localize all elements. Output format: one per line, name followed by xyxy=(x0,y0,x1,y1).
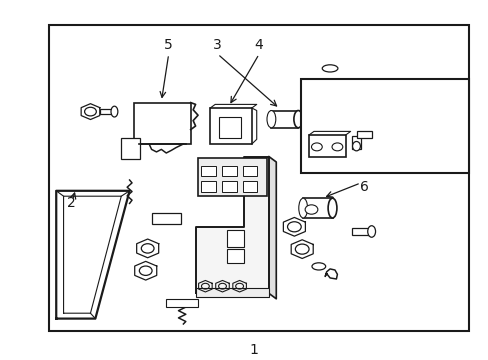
Bar xyxy=(166,299,198,307)
Bar xyxy=(100,109,114,114)
Bar xyxy=(198,158,266,196)
Text: 3: 3 xyxy=(213,38,222,52)
Bar xyxy=(356,131,371,138)
Bar xyxy=(201,181,216,192)
Ellipse shape xyxy=(352,141,360,151)
Ellipse shape xyxy=(322,65,337,72)
Bar xyxy=(219,117,241,138)
Bar xyxy=(49,25,468,331)
Bar xyxy=(303,198,332,218)
Text: 2: 2 xyxy=(66,197,75,210)
Bar xyxy=(242,181,257,192)
Bar xyxy=(242,166,257,176)
Bar xyxy=(227,230,244,247)
Text: 1: 1 xyxy=(249,343,258,357)
Text: 5: 5 xyxy=(164,38,173,52)
Bar xyxy=(308,135,345,157)
Ellipse shape xyxy=(298,198,307,218)
Circle shape xyxy=(305,205,317,214)
Polygon shape xyxy=(268,157,276,299)
Bar xyxy=(351,228,371,235)
Ellipse shape xyxy=(111,106,118,117)
Text: 7: 7 xyxy=(398,94,407,108)
Text: 6: 6 xyxy=(359,180,368,194)
Ellipse shape xyxy=(367,226,375,237)
Bar xyxy=(151,213,181,224)
Text: 4: 4 xyxy=(254,38,263,52)
Bar xyxy=(210,108,251,144)
Bar xyxy=(222,166,236,176)
Polygon shape xyxy=(56,191,129,319)
Ellipse shape xyxy=(266,111,275,128)
Circle shape xyxy=(331,143,342,151)
Bar xyxy=(351,136,360,149)
Ellipse shape xyxy=(293,111,302,128)
Circle shape xyxy=(311,143,322,151)
Polygon shape xyxy=(195,157,268,293)
Ellipse shape xyxy=(311,263,325,270)
Bar xyxy=(201,166,216,176)
Bar xyxy=(300,79,468,173)
Bar xyxy=(271,111,298,128)
Bar xyxy=(195,288,268,297)
Bar xyxy=(227,249,244,263)
Bar xyxy=(222,181,236,192)
Bar xyxy=(121,138,140,159)
Bar xyxy=(134,103,190,144)
Ellipse shape xyxy=(327,198,336,218)
